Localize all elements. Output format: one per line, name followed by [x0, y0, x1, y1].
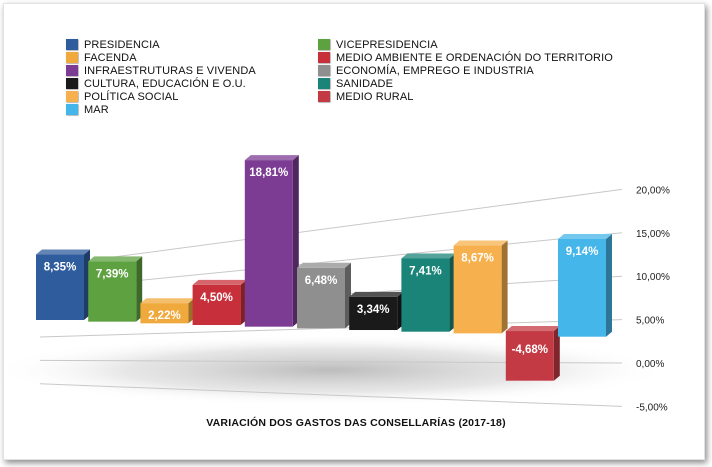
gridline [39, 188, 623, 268]
bar-top [192, 279, 247, 285]
bar-front [505, 331, 554, 381]
legend-swatch [66, 52, 78, 63]
y-tick-label: 15,00% [636, 229, 670, 240]
data-label: 7,39% [96, 268, 129, 280]
legend-swatch [318, 52, 330, 63]
bar: 8,35% [36, 249, 90, 320]
bar-front [192, 284, 241, 326]
legend-swatch [66, 104, 78, 115]
legend: PRESIDENCIA VICEPRESIDENCIA FACENDA MEDIO A… [66, 38, 626, 118]
bar: 4,50% [192, 279, 247, 326]
bar: 9,14% [558, 233, 612, 337]
bar-front [88, 261, 137, 322]
bar-top [401, 253, 456, 259]
bar: 18,81% [244, 155, 299, 327]
data-label: 3,34% [357, 304, 390, 316]
bar-front [140, 303, 189, 324]
y-tick-label: 5,00% [636, 316, 664, 327]
legend-label: POLÍTICA SOCIAL [84, 90, 179, 103]
data-label: 7,41% [409, 265, 442, 277]
legend-label: MEDIO AMBIENTE E ORDENACIÓN DO TERRITORI… [336, 51, 613, 64]
bar-top [558, 233, 612, 239]
gridline [39, 383, 623, 407]
bar-front [349, 296, 398, 331]
legend-item: CULTURA, EDUCACIÓN E O.U. [66, 77, 246, 90]
legend-swatch [318, 65, 330, 76]
legend-item: POLÍTICA SOCIAL [66, 90, 178, 103]
legend-label: FACENDA [84, 51, 137, 64]
bar-top [505, 326, 560, 332]
bar-front [297, 267, 345, 329]
legend-item: MEDIO AMBIENTE E ORDENACIÓN DO TERRITORI… [318, 51, 613, 64]
legend-swatch [66, 91, 78, 102]
y-tick-label: 20,00% [636, 185, 670, 196]
legend-swatch [318, 39, 330, 50]
legend-label: PRESIDENCIA [84, 38, 160, 51]
bars: 8,35% 7,39% 2,22% 4,50% 18,81% 6,48% 3,34% 7,41… [36, 155, 612, 381]
bar-top [297, 262, 351, 268]
bar-side [553, 326, 560, 381]
bar-front [36, 254, 84, 320]
bar: 7,39% [88, 256, 143, 322]
bar: 6,48% [297, 262, 351, 329]
legend-item: MAR [66, 103, 109, 116]
floor-shadow [0, 334, 670, 406]
legend-swatch [66, 39, 78, 50]
data-label: 18,81% [249, 167, 288, 179]
legend-item: FACENDA [66, 51, 137, 64]
bar-top [88, 256, 143, 262]
bar-side [501, 240, 508, 334]
legend-item: ECONOMÍA, EMPREGO E INDUSTRIA [318, 64, 534, 77]
legend-label: CULTURA, EDUCACIÓN E O.U. [84, 77, 246, 90]
data-label: 9,14% [566, 246, 599, 258]
bar: 3,34% [349, 291, 404, 331]
data-label: 8,67% [461, 253, 494, 265]
legend-item: MEDIO RURAL [318, 90, 414, 103]
y-tick-label: 0,00% [636, 359, 664, 370]
bar-top [244, 155, 299, 161]
legend-item: INFRAESTRUTURAS E VIVENDA [66, 64, 256, 77]
legend-item: VICEPRESIDENCIA [318, 38, 438, 51]
data-label: 6,48% [305, 275, 338, 287]
y-tick-label: -5,00% [636, 402, 668, 413]
legend-swatch [66, 65, 78, 76]
chart-title: VARIACIÓN DOS GASTOS DAS CONSELLARÍAS (2… [206, 417, 506, 429]
bar-top [36, 249, 90, 255]
y-tick-label: 10,00% [636, 272, 670, 283]
bar-front [401, 258, 450, 332]
bar: 2,22% [140, 298, 195, 324]
data-label: -4,68% [512, 344, 548, 356]
bar-top [140, 298, 195, 304]
legend-label: MAR [84, 103, 109, 116]
legend-label: VICEPRESIDENCIA [336, 38, 438, 51]
bar: -4,68% [505, 326, 560, 381]
data-label: 4,50% [200, 292, 233, 304]
bar-side [606, 233, 612, 337]
legend-swatch [318, 91, 330, 102]
legend-label: ECONOMÍA, EMPREGO E INDUSTRIA [336, 64, 534, 77]
data-label: 2,22% [148, 310, 181, 322]
legend-item: PRESIDENCIA [66, 38, 160, 51]
legend-label: INFRAESTRUTURAS E VIVENDA [84, 64, 256, 77]
bar-top [453, 240, 508, 246]
bar: 7,41% [401, 253, 456, 332]
bar: 8,67% [453, 240, 508, 334]
legend-label: SANIDADE [336, 77, 394, 90]
legend-label: MEDIO RURAL [336, 90, 414, 103]
legend-item: SANIDADE [318, 77, 393, 90]
bar-front [244, 160, 293, 327]
data-label: 8,35% [44, 262, 77, 274]
bar-front [558, 238, 606, 337]
legend-swatch [66, 78, 78, 89]
bar-top [349, 291, 404, 297]
bar-front [453, 245, 502, 334]
legend-swatch [318, 78, 330, 89]
